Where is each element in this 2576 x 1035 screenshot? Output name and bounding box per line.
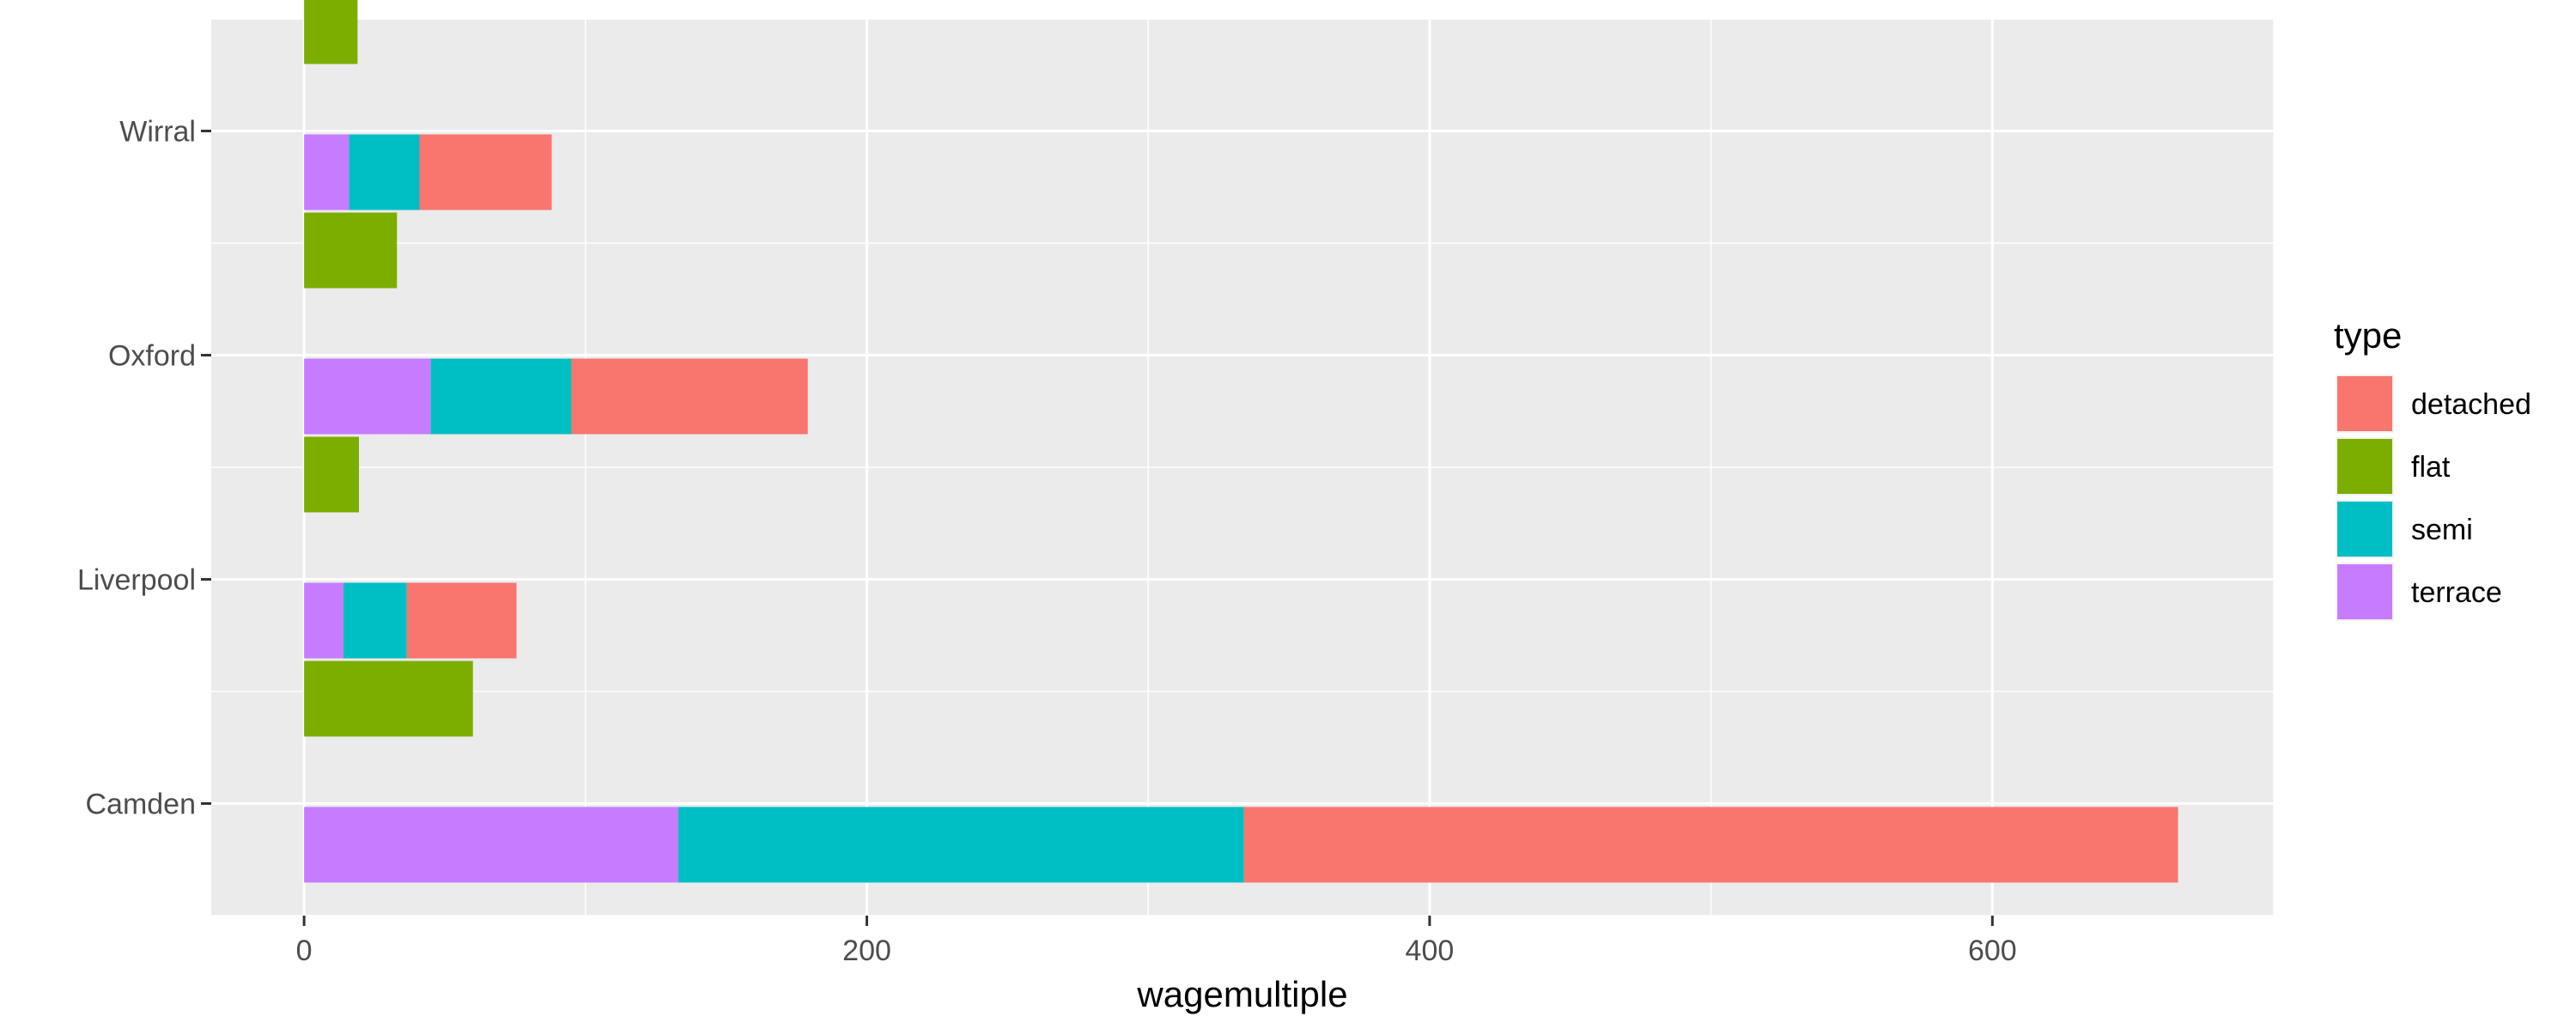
legend-key-flat [2337,439,2392,494]
bar-semi-oxford [430,358,572,435]
bar-semi-liverpool [343,582,407,659]
bar-detached-wirral [419,134,552,210]
x-tick-label: 600 [1968,935,2017,967]
legend-label-terrace: terrace [2411,576,2502,609]
y-tick-label: Oxford [108,340,196,373]
legend-key-semi [2337,502,2392,557]
bar-semi-wirral [349,134,420,210]
legend-label-flat: flat [2411,451,2451,484]
bar-terrace-wirral [304,134,349,210]
bar-terrace-oxford [304,358,431,435]
x-tick-label: 200 [842,935,891,967]
bar-semi-camden [677,807,1244,883]
bar-flat-oxford [304,212,398,289]
legend-key-terrace [2337,564,2392,619]
legend-key-detached [2337,376,2392,431]
bars [304,0,2178,883]
bar-detached-liverpool [406,582,517,659]
y-tick-label: Wirral [119,116,196,149]
bar-flat-camden [304,661,473,737]
grid-lines [211,18,2275,916]
legend-label-semi: semi [2411,514,2473,546]
legend: type detached flat semi terrace [2334,315,2531,621]
bar-flat-wirral [304,0,358,64]
x-axis-title: wagemultiple [1136,974,1347,1014]
x-tick-label: 0 [296,935,313,967]
x-tick-label: 400 [1406,935,1455,967]
bar-flat-liverpool [304,436,360,513]
legend-label-detached: detached [2411,388,2531,421]
bar-terrace-camden [304,807,678,883]
legend-title: type [2334,315,2402,356]
bar-terrace-liverpool [304,582,344,659]
y-tick-label: Liverpool [77,564,196,597]
bar-detached-oxford [571,358,808,435]
axes: Camden Liverpool Oxford Wirral 0 200 400 600 [77,116,2017,968]
y-tick-label: Camden [85,788,196,821]
bar-detached-camden [1243,807,2178,883]
